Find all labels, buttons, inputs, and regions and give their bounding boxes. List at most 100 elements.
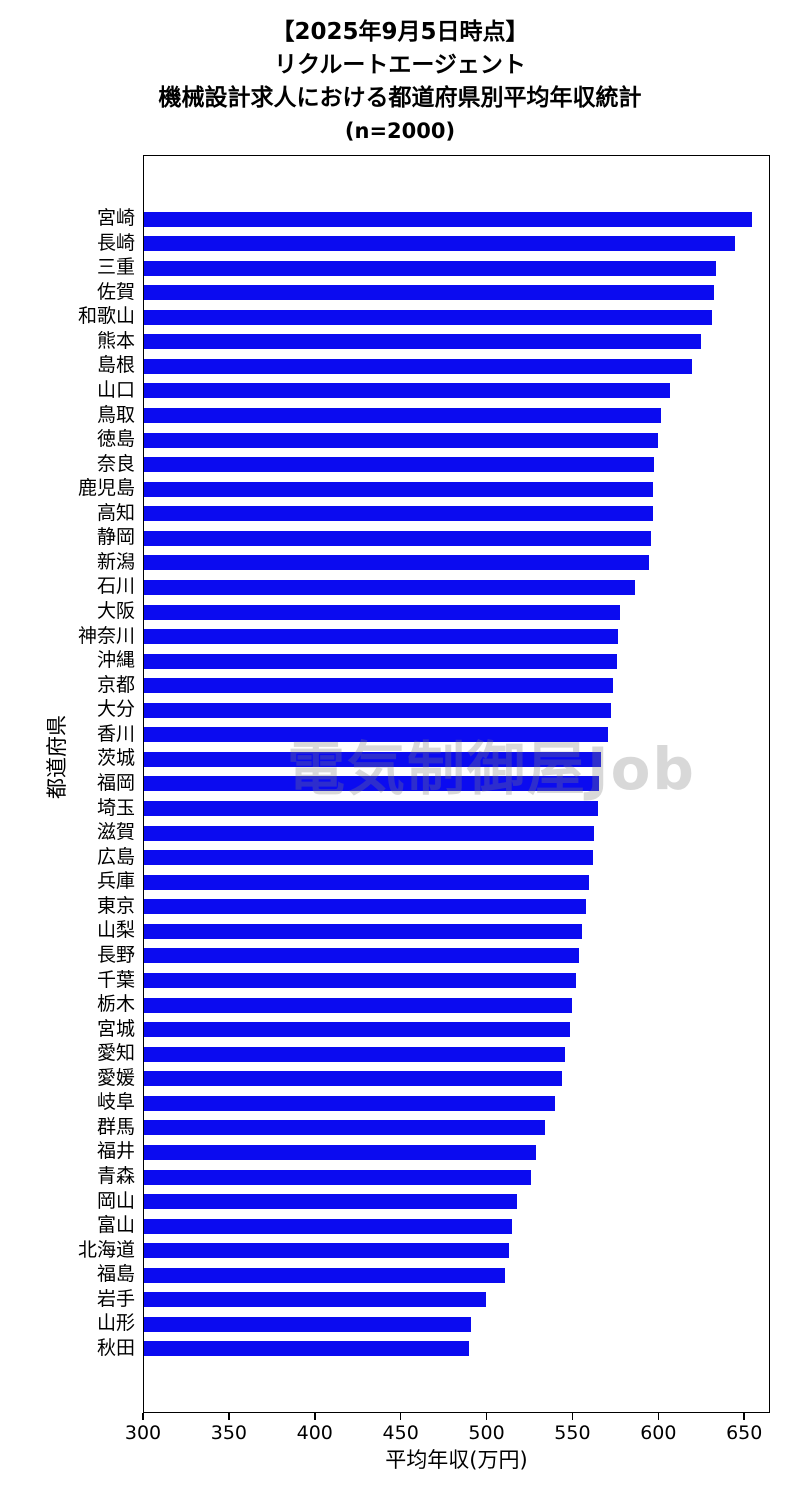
bar [144, 899, 586, 915]
category-label: 山形 [96, 1312, 135, 1335]
bar [144, 1046, 566, 1062]
bar [144, 751, 602, 767]
bar [144, 1144, 537, 1160]
bar [144, 702, 612, 718]
category-label: 岡山 [96, 1189, 135, 1212]
x-tick-mark [571, 1413, 574, 1420]
bar [144, 506, 653, 522]
category-label: 大分 [96, 698, 135, 721]
bar [144, 1022, 571, 1038]
bar [144, 211, 752, 227]
category-label: 北海道 [77, 1238, 135, 1261]
chart-title-line4: (n=2000) [344, 119, 456, 143]
bar [144, 948, 579, 964]
bar [144, 1316, 472, 1332]
bar [144, 1169, 531, 1185]
bar [144, 604, 621, 620]
category-label: 群馬 [96, 1115, 135, 1138]
category-label: 岐阜 [96, 1091, 135, 1114]
category-label: 茨城 [96, 747, 135, 770]
category-label: 宮城 [96, 1017, 135, 1040]
bar [144, 1243, 509, 1259]
bar [144, 874, 590, 890]
category-label: 福島 [96, 1263, 135, 1286]
bar [144, 555, 650, 571]
bar [144, 629, 619, 645]
bar [144, 1095, 555, 1111]
category-label: 奈良 [96, 452, 135, 475]
category-label: 鳥取 [96, 403, 135, 426]
x-axis-title: 平均年収(万円) [385, 1448, 528, 1472]
bar [144, 457, 655, 473]
bar [144, 776, 600, 792]
x-tick-mark [399, 1413, 402, 1420]
category-label: 沖縄 [96, 649, 135, 672]
x-tick-mark [485, 1413, 488, 1420]
category-label: 長野 [96, 943, 135, 966]
category-label: 神奈川 [77, 624, 135, 647]
bar [144, 825, 595, 841]
category-label: 大阪 [96, 600, 135, 623]
bar [144, 309, 713, 325]
x-tick-label: 400 [296, 1422, 333, 1444]
bar [144, 481, 653, 497]
category-label: 長崎 [96, 231, 135, 254]
bar [144, 973, 576, 988]
category-label: 広島 [96, 845, 135, 868]
category-label: 高知 [96, 501, 135, 524]
chart-title-line1: 【2025年9月5日時点】 [271, 19, 529, 45]
category-label: 島根 [96, 354, 135, 377]
category-label: 愛媛 [96, 1066, 135, 1089]
x-tick-mark [743, 1413, 746, 1420]
bar [144, 1292, 487, 1308]
bar [144, 850, 593, 866]
bar [144, 260, 716, 276]
x-axis-ticks: 300 350 400 450 500 550 600 650 [125, 1413, 770, 1453]
category-label: 徳島 [96, 428, 135, 451]
category-label: 三重 [96, 256, 135, 279]
bar [144, 678, 614, 694]
category-label: 福岡 [96, 771, 135, 794]
bar [144, 653, 617, 669]
bar [144, 1267, 506, 1283]
category-label: 栃木 [96, 993, 135, 1016]
x-tick-mark [228, 1413, 230, 1420]
bar [144, 1120, 545, 1136]
bar [144, 285, 715, 301]
chart-title: 【2025年9月5日時点】 リクルートエージェント 機械設計求人における都道府県… [0, 16, 800, 148]
bar [144, 383, 670, 399]
bar [144, 334, 701, 350]
plot-area [143, 155, 770, 1413]
category-label: 兵庫 [96, 870, 135, 893]
x-tick-label: 600 [640, 1422, 677, 1444]
bar [144, 997, 573, 1013]
bar [144, 727, 609, 743]
category-label: 秋田 [96, 1336, 135, 1359]
x-tick-mark [657, 1413, 660, 1420]
category-label: 岩手 [96, 1287, 135, 1310]
category-label: 埼玉 [96, 796, 135, 819]
bar [144, 801, 598, 817]
x-tick-label: 500 [468, 1422, 505, 1444]
category-label: 和歌山 [77, 305, 135, 328]
x-tick-label: 450 [382, 1422, 419, 1444]
bar [144, 236, 735, 252]
x-tick-mark [142, 1413, 144, 1420]
category-label: 富山 [96, 1214, 135, 1237]
bar [144, 408, 662, 424]
x-tick-label: 300 [124, 1422, 162, 1444]
category-label: 香川 [96, 722, 135, 745]
bar [144, 1341, 470, 1357]
bar [144, 530, 651, 546]
x-tick-mark [313, 1413, 316, 1420]
category-label: 宮崎 [96, 207, 135, 229]
category-label: 石川 [96, 575, 135, 598]
bar [144, 1071, 562, 1087]
x-tick-label: 650 [726, 1422, 763, 1444]
category-label: 鹿児島 [77, 477, 135, 500]
category-label: 千葉 [96, 968, 135, 991]
x-tick-label: 550 [554, 1422, 591, 1444]
category-label: 青森 [96, 1165, 135, 1188]
bar [144, 432, 658, 448]
x-tick-label: 350 [210, 1422, 247, 1444]
